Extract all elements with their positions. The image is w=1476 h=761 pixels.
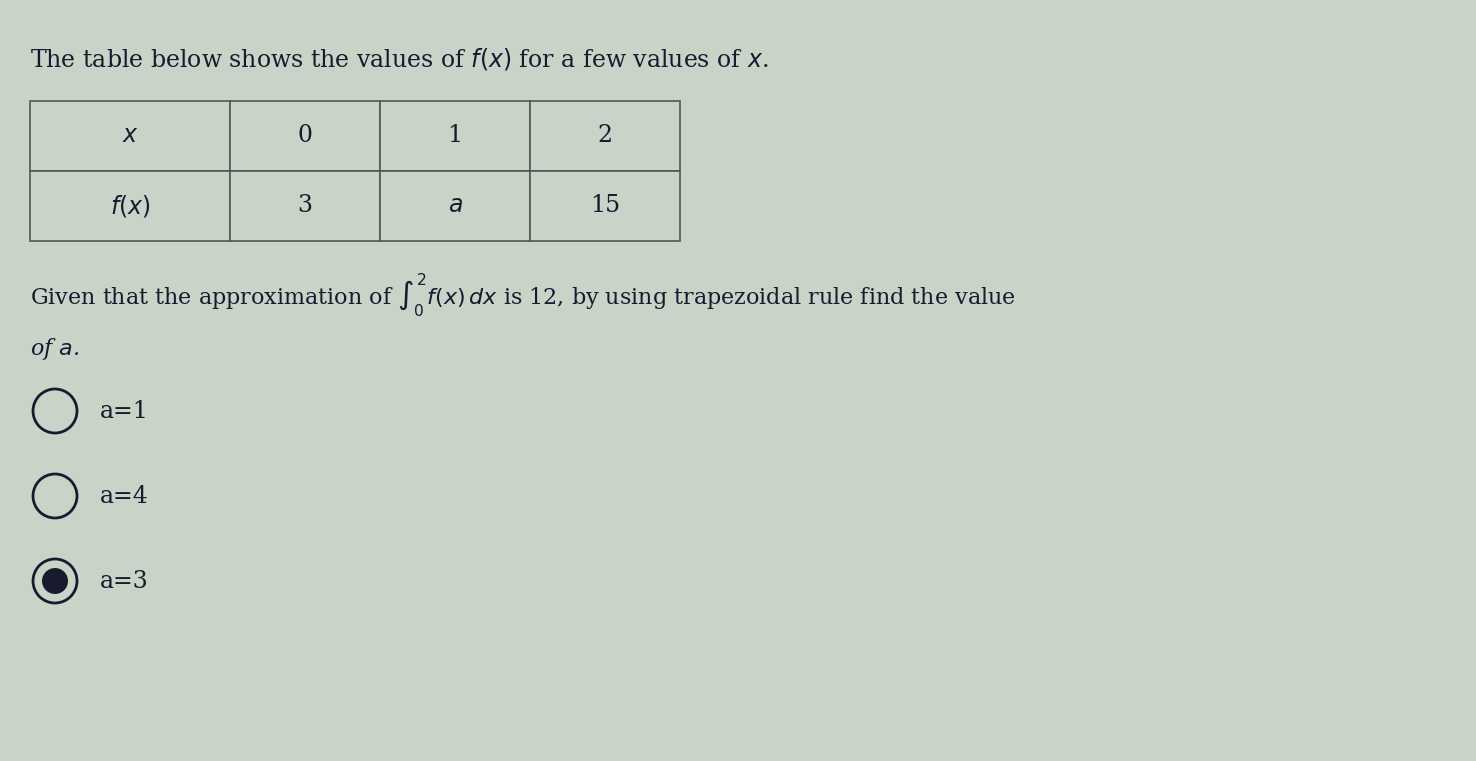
Text: $a$: $a$ — [447, 195, 462, 218]
Text: $f(x)$: $f(x)$ — [109, 193, 151, 219]
Text: The table below shows the values of $f(x)$ for a few values of $x$.: The table below shows the values of $f(x… — [30, 46, 769, 72]
Text: $x$: $x$ — [121, 125, 139, 148]
Bar — [30, 171, 230, 241]
Circle shape — [32, 389, 77, 433]
Bar — [530, 101, 680, 171]
Text: a=4: a=4 — [100, 485, 149, 508]
Text: Given that the approximation of $\int_0^2 f(x)\,dx$ is 12, by using trapezoidal : Given that the approximation of $\int_0^… — [30, 271, 1015, 319]
Bar — [30, 101, 230, 171]
Text: 3: 3 — [298, 195, 313, 218]
Text: 2: 2 — [598, 125, 613, 148]
Text: 1: 1 — [447, 125, 462, 148]
Text: a=1: a=1 — [100, 400, 149, 422]
Bar — [230, 101, 379, 171]
Text: of $a$.: of $a$. — [30, 336, 80, 362]
Circle shape — [32, 474, 77, 518]
Text: 0: 0 — [298, 125, 313, 148]
Bar — [530, 171, 680, 241]
Text: 15: 15 — [590, 195, 620, 218]
Circle shape — [32, 559, 77, 603]
Bar — [379, 101, 530, 171]
Circle shape — [41, 568, 68, 594]
Bar — [379, 171, 530, 241]
Bar — [230, 171, 379, 241]
Text: a=3: a=3 — [100, 569, 149, 593]
